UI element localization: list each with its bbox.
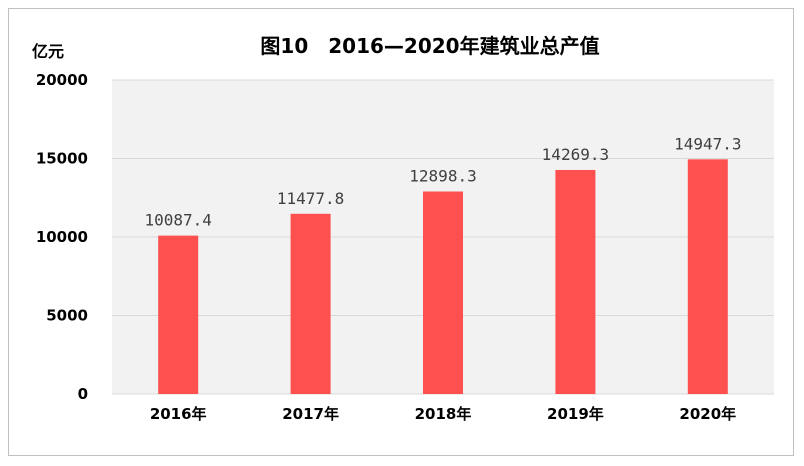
- y-axis-ticks: 0 5000 10000 15000 20000: [36, 71, 88, 403]
- x-tick-label: 2019年: [547, 405, 604, 423]
- bar-2017年: [290, 213, 331, 394]
- chart-title: 图10 2016—2020年建筑业总产值: [260, 34, 599, 58]
- data-labels: 10087.4 11477.8 12898.3 14269.3 14947.3: [144, 134, 741, 229]
- y-axis-unit-label: 亿元: [32, 42, 64, 61]
- y-tick-label: 15000: [36, 150, 88, 168]
- data-label: 12898.3: [409, 166, 476, 185]
- y-tick-label: 5000: [46, 307, 88, 325]
- data-label: 14947.3: [674, 134, 741, 153]
- y-tick-label: 10000: [36, 228, 88, 246]
- data-label: 14269.3: [542, 145, 609, 164]
- x-tick-label: 2017年: [282, 405, 339, 423]
- x-tick-label: 2018年: [415, 405, 472, 423]
- bar-2016年: [158, 235, 199, 394]
- y-tick-label: 20000: [36, 71, 88, 89]
- bar-2018年: [423, 191, 463, 394]
- bars: [158, 159, 728, 394]
- bar-2019年: [555, 169, 596, 394]
- x-tick-label: 2020年: [679, 405, 736, 423]
- bar-2020年: [687, 159, 728, 394]
- x-axis-ticks: 2016年 2017年 2018年 2019年 2020年: [150, 405, 736, 423]
- x-tick-label: 2016年: [150, 405, 207, 423]
- data-label: 11477.8: [277, 189, 344, 208]
- data-label: 10087.4: [144, 211, 211, 230]
- y-tick-label: 0: [78, 385, 88, 403]
